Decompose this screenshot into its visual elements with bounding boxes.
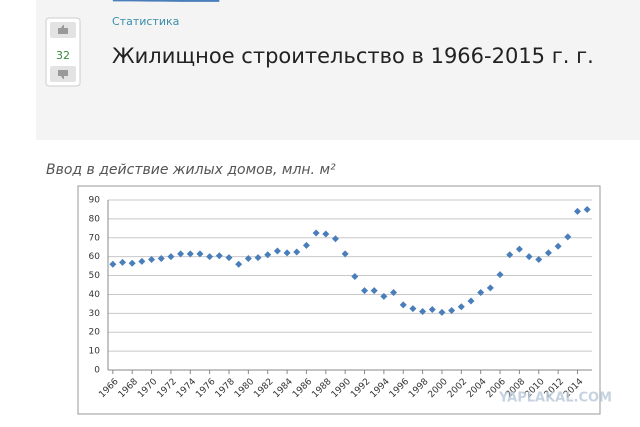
y-tick-label: 60: [89, 252, 101, 262]
data-point: [128, 259, 136, 267]
y-tick-label: 50: [89, 271, 101, 281]
data-point: [283, 249, 291, 257]
data-point: [515, 245, 523, 253]
y-tick-label: 70: [89, 233, 101, 243]
y-tick-label: 90: [89, 196, 101, 206]
thumb-down-icon: [58, 70, 68, 79]
data-point: [457, 303, 465, 311]
chart-frame: [77, 185, 601, 415]
data-point: [438, 308, 446, 316]
watermark: YAPLAKAL.COM: [498, 391, 612, 406]
data-point: [409, 305, 417, 313]
data-point: [235, 260, 243, 268]
data-point: [322, 230, 330, 238]
data-point: [361, 287, 369, 295]
data-point: [157, 255, 165, 263]
data-point: [428, 306, 436, 314]
data-point: [196, 250, 204, 258]
data-point: [583, 205, 591, 213]
data-point: [399, 301, 407, 309]
data-point: [302, 241, 310, 249]
thumb-up-icon: [58, 25, 68, 34]
data-point: [351, 273, 359, 280]
data-line: [112, 0, 220, 2]
data-point: [506, 251, 514, 259]
data-point: [448, 307, 456, 314]
data-point: [244, 255, 252, 263]
data-point: [370, 287, 378, 295]
data-point: [554, 242, 562, 250]
data-point: [544, 249, 552, 257]
data-point: [293, 248, 301, 256]
data-point: [206, 253, 214, 261]
data-point: [109, 260, 117, 268]
data-point: [273, 247, 281, 255]
vote-count: 32: [56, 49, 70, 62]
data-point: [380, 292, 388, 300]
data-point: [264, 251, 272, 259]
data-point: [177, 250, 185, 258]
y-tick-label: 80: [89, 214, 101, 224]
post-header: [36, 0, 640, 140]
data-point: [390, 289, 398, 297]
data-point: [167, 253, 175, 261]
data-point: [312, 229, 320, 237]
category-link[interactable]: Статистика: [112, 15, 179, 28]
data-point: [525, 253, 533, 261]
y-tick-label: 0: [94, 366, 100, 376]
data-point: [496, 271, 504, 279]
y-tick-label: 10: [89, 347, 101, 357]
data-point: [186, 250, 194, 258]
y-tick-label: 20: [89, 328, 101, 338]
data-point: [254, 254, 262, 262]
data-point: [564, 233, 572, 241]
y-tick-label: 40: [89, 290, 101, 300]
post-title: Жилищное строительство в 1966-2015 г. г.: [112, 44, 594, 68]
data-point: [138, 257, 146, 265]
data-point: [341, 250, 349, 258]
data-point: [486, 284, 494, 292]
data-point: [419, 307, 427, 315]
chart-title: Ввод в действие жилых домов, млн. м²: [46, 162, 336, 178]
data-point: [119, 258, 127, 266]
data-point: [331, 235, 339, 243]
data-point: [535, 256, 543, 263]
y-tick-label: 30: [89, 309, 101, 319]
data-point: [467, 297, 475, 305]
data-point: [148, 256, 156, 263]
data-point: [215, 252, 223, 260]
data-point: [477, 289, 485, 297]
data-point: [573, 207, 581, 215]
data-point: [225, 254, 233, 262]
